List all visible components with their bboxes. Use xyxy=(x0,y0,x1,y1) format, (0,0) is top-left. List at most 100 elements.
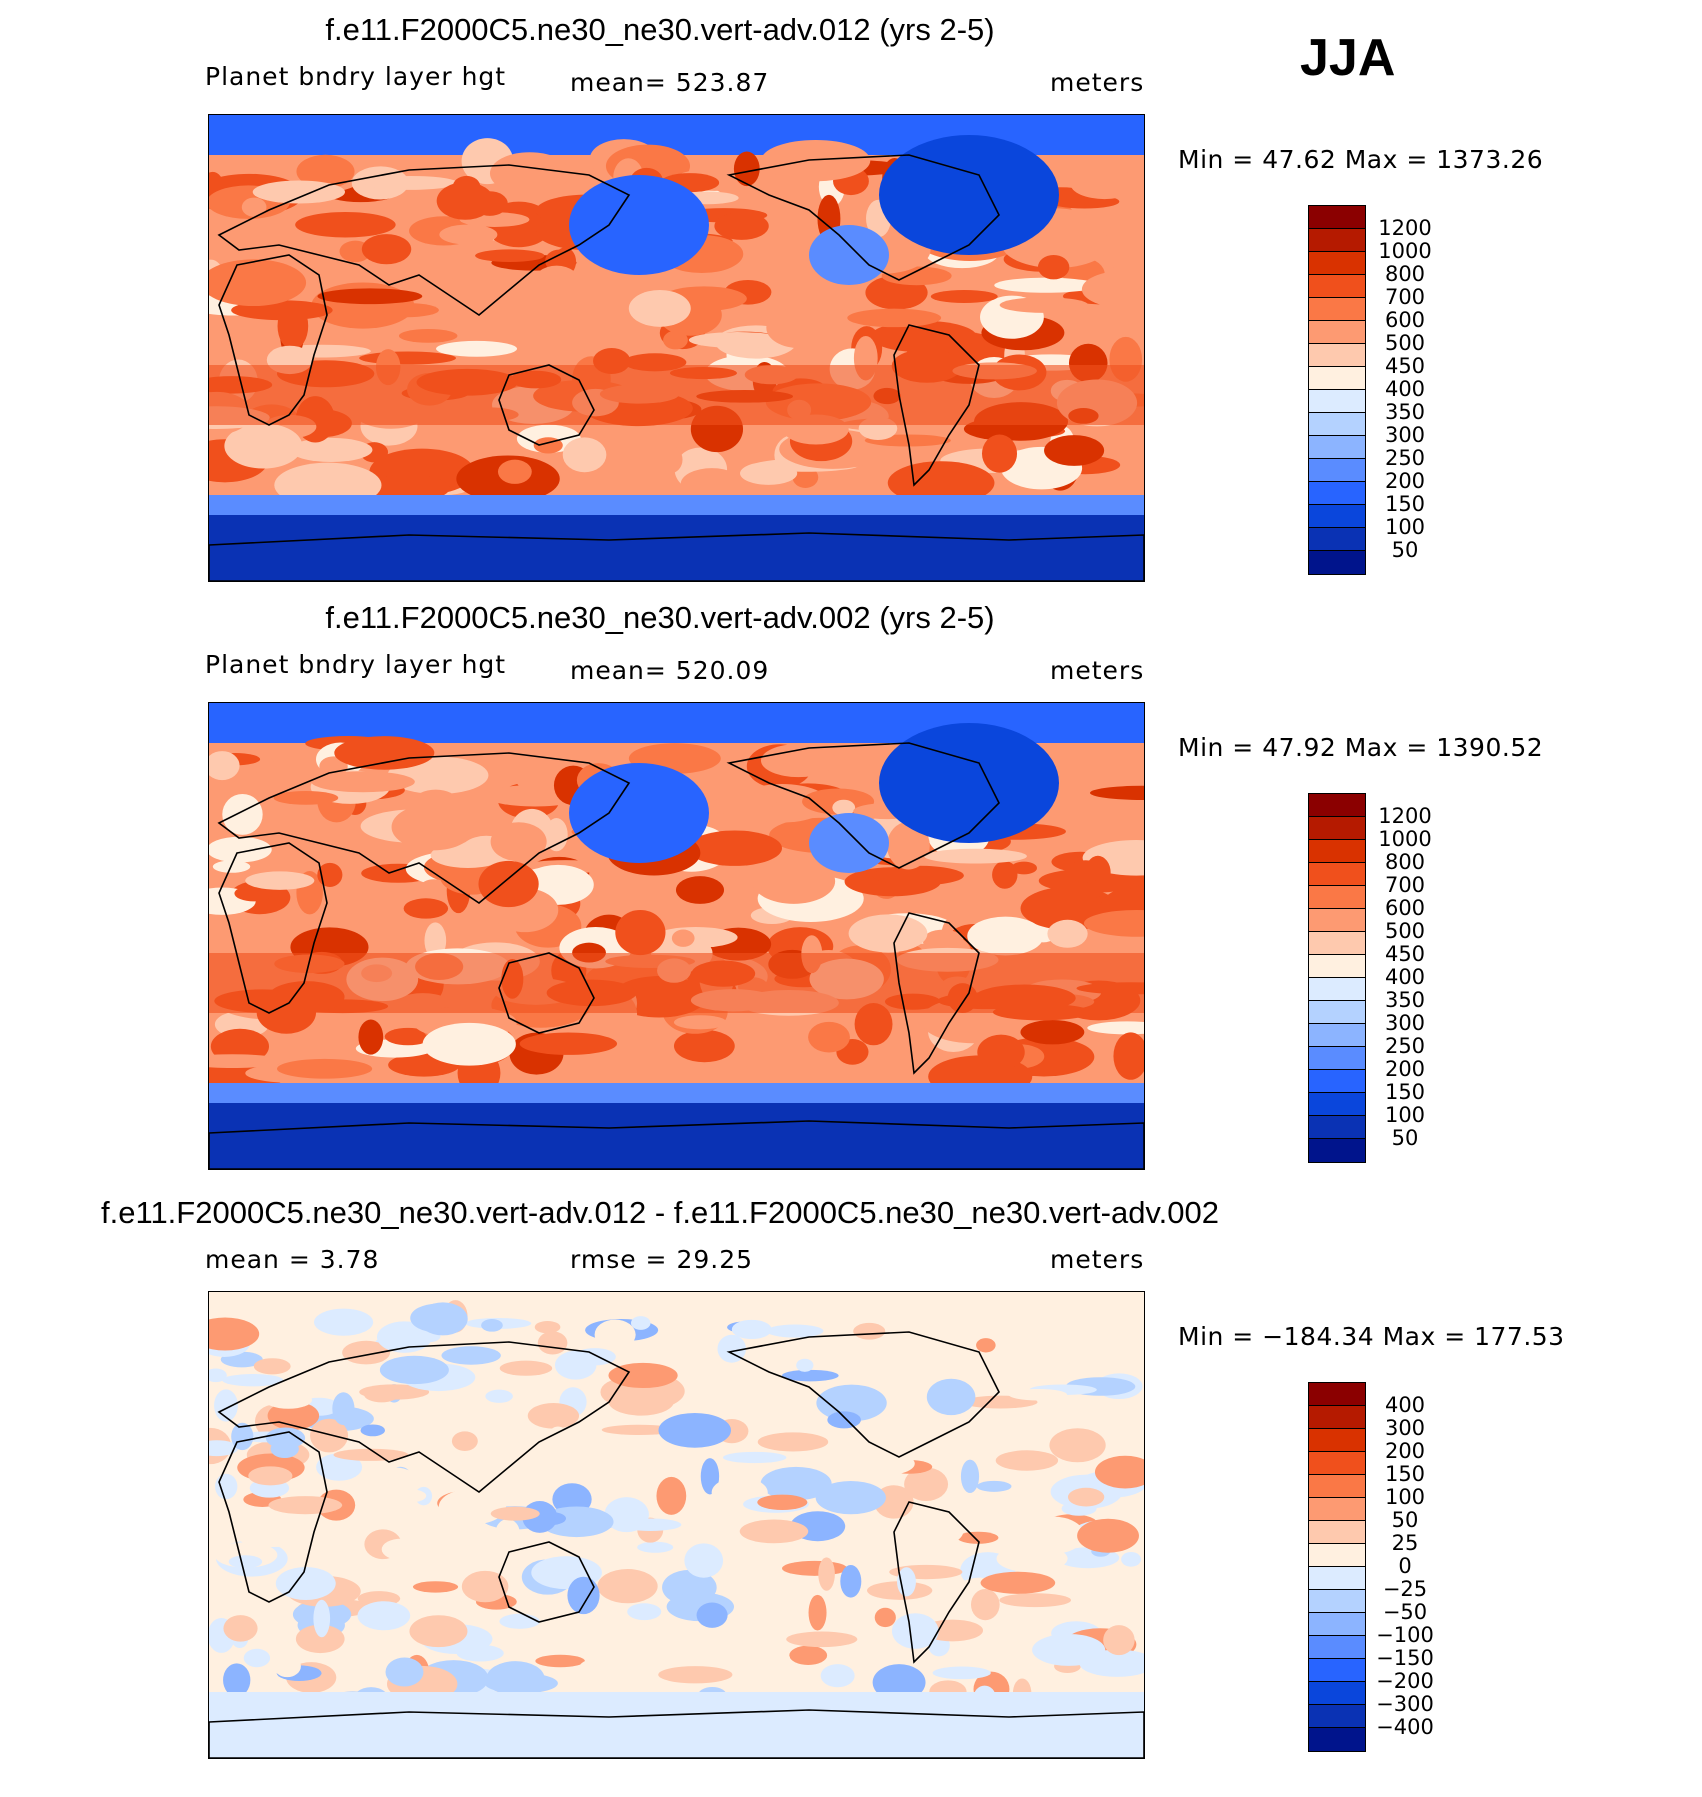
colorbar-tick-label: 500 xyxy=(1384,331,1426,355)
colorbar-swatch xyxy=(1309,1070,1365,1093)
colorbar-swatch xyxy=(1309,1024,1365,1047)
panel-3-colorbar xyxy=(1308,1382,1366,1752)
colorbar-swatch xyxy=(1309,505,1365,528)
colorbar-swatch xyxy=(1309,436,1365,459)
colorbar-tick-label: 50 xyxy=(1391,1126,1419,1150)
panel-3-minmax: Min = −184.34 Max = 177.53 xyxy=(1178,1322,1565,1351)
panel-3-mean-label: mean = 3.78 xyxy=(205,1245,380,1274)
colorbar-swatch xyxy=(1309,1567,1365,1590)
panel-1-variable-label: Planet bndry layer hgt xyxy=(205,62,507,91)
colorbar-tick-label: −400 xyxy=(1376,1715,1434,1739)
colorbar-tick-label: 100 xyxy=(1384,1103,1426,1127)
panel-3-map xyxy=(208,1291,1145,1759)
colorbar-swatch xyxy=(1309,863,1365,886)
colorbar-swatch xyxy=(1309,1452,1365,1475)
colorbar-swatch xyxy=(1309,1521,1365,1544)
panel-2-variable-label: Planet bndry layer hgt xyxy=(205,650,507,679)
colorbar-swatch xyxy=(1309,367,1365,390)
colorbar-tick-label: 500 xyxy=(1384,919,1426,943)
colorbar-tick-label: 1000 xyxy=(1378,239,1432,263)
colorbar-tick-label: 100 xyxy=(1384,1485,1426,1509)
colorbar-tick-label: −150 xyxy=(1376,1646,1434,1670)
colorbar-tick-label: −100 xyxy=(1376,1623,1434,1647)
panel-1-title: f.e11.F2000C5.ne30_ne30.vert-adv.012 (yr… xyxy=(325,12,995,47)
colorbar-swatch xyxy=(1309,1429,1365,1452)
colorbar-swatch xyxy=(1309,978,1365,1001)
colorbar-swatch xyxy=(1309,886,1365,909)
colorbar-tick-label: 450 xyxy=(1384,354,1426,378)
colorbar-tick-label: −200 xyxy=(1376,1669,1434,1693)
colorbar-swatch xyxy=(1309,909,1365,932)
colorbar-swatch xyxy=(1309,1116,1365,1139)
colorbar-tick-label: 200 xyxy=(1384,1439,1426,1463)
panel-2-mean-label: mean= 520.09 xyxy=(570,656,770,685)
colorbar-swatch xyxy=(1309,1636,1365,1659)
colorbar-swatch xyxy=(1309,1475,1365,1498)
colorbar-swatch xyxy=(1309,1093,1365,1116)
colorbar-swatch xyxy=(1309,551,1365,574)
colorbar-swatch xyxy=(1309,229,1365,252)
colorbar-tick-label: 1200 xyxy=(1378,216,1432,240)
colorbar-tick-label: −25 xyxy=(1382,1577,1428,1601)
colorbar-swatch xyxy=(1309,1659,1365,1682)
colorbar-tick-label: 300 xyxy=(1384,1011,1426,1035)
colorbar-swatch xyxy=(1309,1682,1365,1705)
colorbar-swatch xyxy=(1309,1001,1365,1024)
colorbar-swatch xyxy=(1309,459,1365,482)
colorbar-tick-label: 300 xyxy=(1384,423,1426,447)
colorbar-tick-label: 350 xyxy=(1384,988,1426,1012)
colorbar-tick-label: 1200 xyxy=(1378,804,1432,828)
colorbar-tick-label: 200 xyxy=(1384,469,1426,493)
panel-2-colorbar xyxy=(1308,793,1366,1163)
colorbar-swatch xyxy=(1309,817,1365,840)
panel-1-mean-label: mean= 523.87 xyxy=(570,68,770,97)
colorbar-swatch xyxy=(1309,275,1365,298)
colorbar-tick-label: 450 xyxy=(1384,942,1426,966)
colorbar-swatch xyxy=(1309,390,1365,413)
colorbar-tick-label: 700 xyxy=(1384,873,1426,897)
colorbar-swatch xyxy=(1309,298,1365,321)
panel-1-colorbar xyxy=(1308,205,1366,575)
season-label: JJA xyxy=(1300,29,1396,87)
colorbar-swatch xyxy=(1309,1406,1365,1429)
colorbar-swatch xyxy=(1309,1590,1365,1613)
colorbar-tick-label: 400 xyxy=(1384,377,1426,401)
colorbar-tick-label: 800 xyxy=(1384,850,1426,874)
colorbar-tick-label: 600 xyxy=(1384,896,1426,920)
colorbar-swatch xyxy=(1309,1728,1365,1751)
colorbar-swatch xyxy=(1309,528,1365,551)
colorbar-tick-label: 350 xyxy=(1384,400,1426,424)
colorbar-tick-label: 100 xyxy=(1384,515,1426,539)
colorbar-swatch xyxy=(1309,1383,1365,1406)
colorbar-tick-label: 150 xyxy=(1384,1080,1426,1104)
colorbar-swatch xyxy=(1309,344,1365,367)
panel-1-minmax: Min = 47.62 Max = 1373.26 xyxy=(1178,145,1544,174)
colorbar-tick-label: 50 xyxy=(1391,1508,1419,1532)
colorbar-tick-label: 250 xyxy=(1384,446,1426,470)
colorbar-tick-label: 700 xyxy=(1384,285,1426,309)
colorbar-tick-label: 800 xyxy=(1384,262,1426,286)
panel-1-map xyxy=(208,114,1145,582)
colorbar-swatch xyxy=(1309,1498,1365,1521)
colorbar-tick-label: 250 xyxy=(1384,1034,1426,1058)
panel-2-title: f.e11.F2000C5.ne30_ne30.vert-adv.002 (yr… xyxy=(325,600,995,635)
colorbar-tick-label: 300 xyxy=(1384,1416,1426,1440)
colorbar-swatch xyxy=(1309,206,1365,229)
panel-3-units-label: meters xyxy=(1050,1245,1145,1274)
colorbar-swatch xyxy=(1309,1139,1365,1162)
colorbar-tick-label: −300 xyxy=(1376,1692,1434,1716)
colorbar-swatch xyxy=(1309,840,1365,863)
colorbar-swatch xyxy=(1309,794,1365,817)
colorbar-tick-label: 50 xyxy=(1391,538,1419,562)
colorbar-swatch xyxy=(1309,1705,1365,1728)
colorbar-tick-label: 600 xyxy=(1384,308,1426,332)
colorbar-tick-label: 400 xyxy=(1384,965,1426,989)
colorbar-tick-label: 25 xyxy=(1391,1531,1419,1555)
colorbar-swatch xyxy=(1309,321,1365,344)
colorbar-tick-label: 0 xyxy=(1398,1554,1412,1578)
colorbar-swatch xyxy=(1309,413,1365,436)
colorbar-swatch xyxy=(1309,1544,1365,1567)
colorbar-tick-label: −50 xyxy=(1382,1600,1428,1624)
panel-2-minmax: Min = 47.92 Max = 1390.52 xyxy=(1178,733,1544,762)
colorbar-tick-label: 400 xyxy=(1384,1393,1426,1417)
